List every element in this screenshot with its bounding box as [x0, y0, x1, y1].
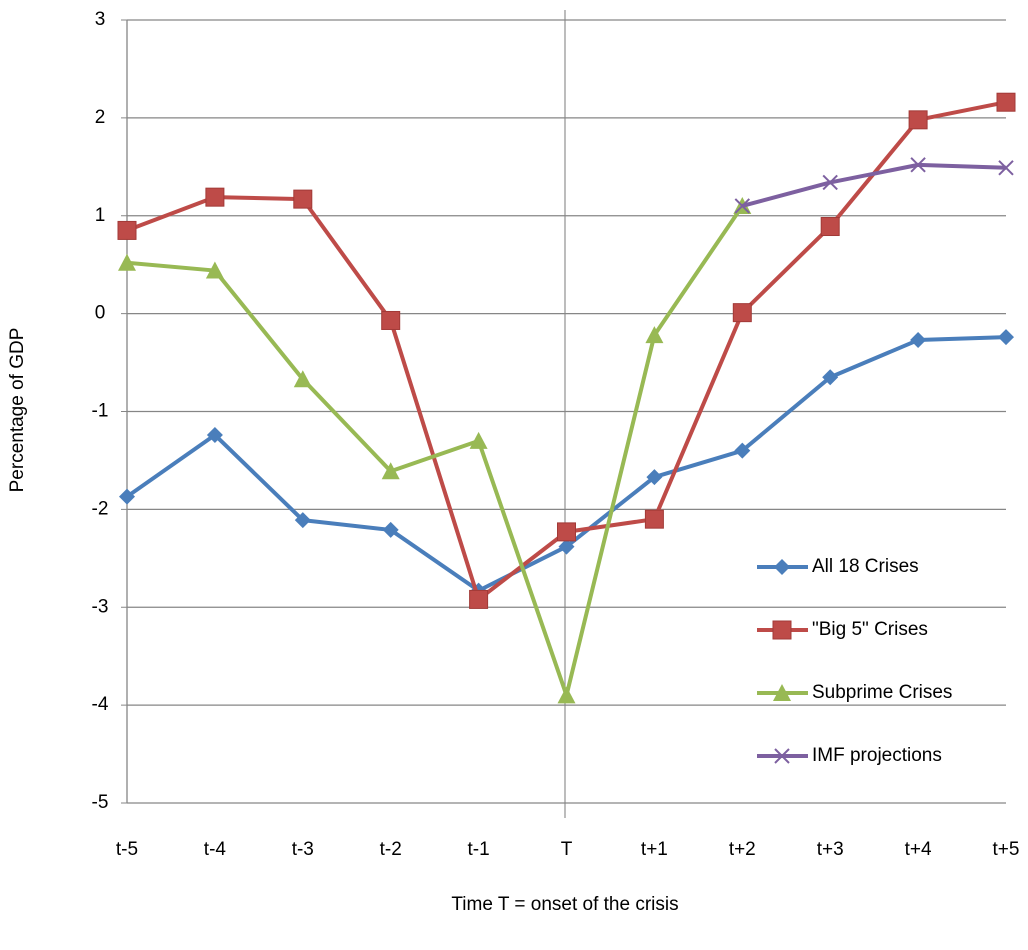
x-tick-label: t+5: [993, 839, 1020, 860]
marker: [644, 509, 664, 529]
marker: [734, 442, 751, 459]
legend-label: Subprime Crises: [812, 682, 952, 703]
y-tick-label: -1: [92, 401, 109, 422]
x-tick-label: T: [561, 839, 573, 860]
marker: [774, 748, 790, 764]
marker: [996, 92, 1016, 112]
y-tick-label: -5: [92, 792, 109, 813]
marker: [557, 522, 576, 542]
legend-label: All 18 Crises: [812, 556, 919, 577]
series-line: [741, 162, 1007, 208]
marker: [910, 157, 926, 173]
x-tick-label: t+4: [905, 839, 932, 860]
y-tick-label: -3: [92, 596, 109, 617]
marker: [558, 538, 575, 555]
x-tick-label: t+3: [817, 839, 844, 860]
marker: [381, 462, 400, 480]
marker: [469, 431, 488, 449]
marker: [910, 332, 927, 349]
y-tick-label: 1: [95, 205, 106, 226]
x-tick-label: t-2: [380, 839, 402, 860]
marker: [998, 329, 1014, 346]
marker: [645, 326, 664, 344]
series-line: [126, 204, 744, 698]
marker: [119, 488, 135, 505]
x-tick-label: t-4: [204, 839, 227, 860]
marker: [382, 521, 399, 538]
marker: [773, 684, 791, 701]
marker: [293, 189, 313, 209]
marker: [294, 512, 311, 529]
y-tick-label: 3: [95, 9, 106, 30]
marker: [206, 426, 223, 443]
marker: [734, 198, 751, 214]
legend-label: IMF projections: [812, 745, 942, 766]
x-tick-label: t-1: [468, 839, 490, 860]
y-tick-label: 0: [95, 303, 106, 324]
marker: [205, 261, 224, 279]
y-axis-title: Percentage of GDP: [7, 328, 28, 493]
legend-label: "Big 5" Crises: [812, 619, 928, 640]
y-tick-label: 2: [95, 107, 106, 128]
marker: [998, 160, 1014, 176]
marker: [774, 559, 790, 575]
y-tick-label: -2: [92, 498, 109, 519]
marker: [381, 310, 401, 330]
marker: [908, 110, 928, 130]
x-tick-label: t-5: [116, 839, 138, 860]
marker: [205, 187, 225, 207]
marker: [118, 253, 136, 271]
marker: [469, 589, 489, 609]
marker: [117, 220, 137, 240]
marker: [822, 174, 838, 191]
x-axis-title: Time T = onset of the crisis: [451, 894, 678, 915]
x-tick-label: t-3: [292, 839, 314, 860]
marker: [646, 469, 663, 486]
y-tick-label: -4: [92, 694, 109, 715]
marker: [822, 369, 839, 386]
marker: [732, 303, 752, 323]
x-tick-label: t+1: [641, 839, 668, 860]
marker: [557, 686, 576, 704]
x-tick-label: t+2: [729, 839, 756, 860]
marker: [820, 217, 840, 237]
marker: [293, 370, 312, 388]
marker: [772, 620, 792, 640]
